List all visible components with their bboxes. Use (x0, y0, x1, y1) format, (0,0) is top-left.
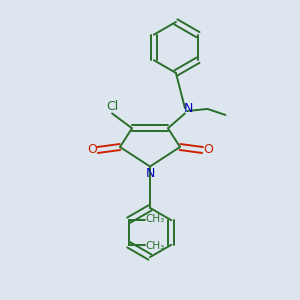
Text: N: N (184, 102, 193, 116)
Text: CH₃: CH₃ (145, 241, 164, 251)
Text: N: N (145, 167, 155, 180)
Text: O: O (87, 143, 97, 157)
Text: CH₃: CH₃ (145, 214, 164, 224)
Text: Cl: Cl (106, 100, 118, 113)
Text: O: O (203, 143, 213, 157)
